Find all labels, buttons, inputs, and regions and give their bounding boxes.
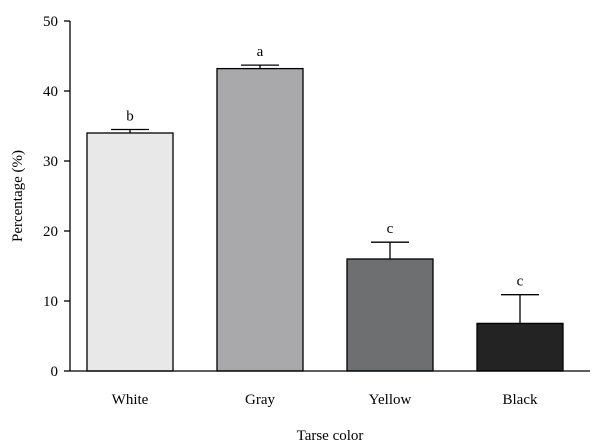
y-tick-label-10: 10 bbox=[43, 294, 58, 310]
bar-black bbox=[476, 322, 564, 372]
x-tick-label-black: Black bbox=[503, 392, 538, 408]
significance-label-yellow: c bbox=[387, 221, 394, 237]
bars-layer: b a c c bbox=[86, 44, 564, 372]
x-labels-layer: White Gray Yellow Black bbox=[112, 392, 538, 408]
y-tick-label-20: 20 bbox=[43, 224, 58, 240]
error-bar-gray bbox=[241, 64, 279, 69]
x-tick-label-yellow: Yellow bbox=[369, 392, 412, 408]
axes-layer bbox=[69, 21, 590, 372]
bar-yellow bbox=[346, 258, 434, 372]
y-ticks-layer: 0 10 20 30 40 50 bbox=[43, 14, 70, 380]
x-tick-label-white: White bbox=[112, 392, 149, 408]
bar-white bbox=[86, 132, 174, 372]
y-tick-label-30: 30 bbox=[43, 154, 58, 170]
x-axis-title: Tarse color bbox=[297, 428, 364, 444]
y-axis-title: Percentage (%) bbox=[10, 150, 26, 242]
y-tick-label-0: 0 bbox=[51, 364, 59, 380]
significance-label-black: c bbox=[517, 274, 524, 290]
y-tick-label-40: 40 bbox=[43, 84, 58, 100]
y-tick-label-50: 50 bbox=[43, 14, 58, 30]
error-bar-yellow bbox=[371, 241, 409, 259]
significance-label-white: b bbox=[126, 109, 134, 125]
error-bar-white bbox=[111, 128, 149, 133]
significance-label-gray: a bbox=[257, 44, 264, 60]
x-tick-label-gray: Gray bbox=[245, 392, 275, 408]
bar-gray bbox=[216, 67, 304, 372]
error-bar-black bbox=[501, 294, 539, 324]
